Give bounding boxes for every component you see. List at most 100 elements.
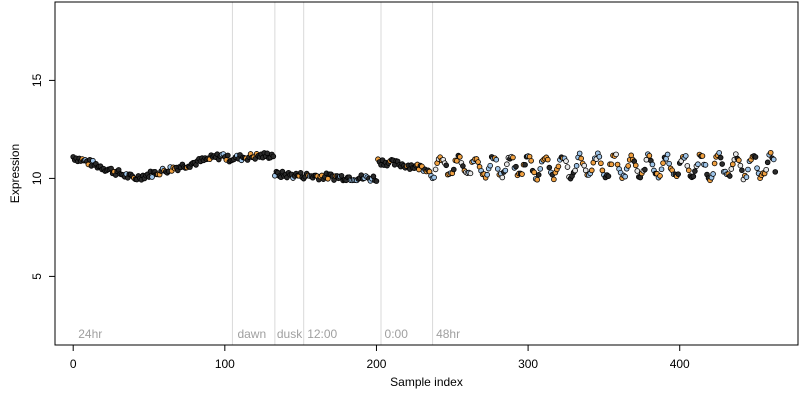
y-axis-label: Expression — [8, 144, 22, 203]
x-tick-label: 100 — [215, 357, 235, 371]
data-point — [582, 167, 589, 174]
data-point — [729, 161, 736, 168]
data-point — [564, 164, 571, 170]
data-point — [690, 173, 697, 180]
data-point — [764, 159, 771, 166]
data-point — [457, 154, 463, 160]
x-axis: 0 100 200 300 400 — [70, 345, 690, 371]
data-point — [487, 162, 493, 169]
data-point — [763, 166, 769, 173]
data-point — [499, 174, 506, 181]
data-point — [634, 168, 641, 174]
data-point — [546, 164, 553, 171]
data-point — [605, 173, 612, 179]
segment-label: 0:00 — [385, 327, 409, 341]
data-point — [745, 166, 751, 173]
data-point — [660, 160, 666, 166]
data-point — [325, 176, 331, 182]
data-point — [599, 167, 606, 174]
data-point — [528, 158, 534, 164]
data-point — [692, 168, 698, 174]
data-point — [699, 153, 706, 159]
data-point — [545, 156, 551, 163]
data-point — [658, 166, 665, 173]
data-point — [513, 163, 519, 170]
data-point — [373, 178, 380, 184]
data-point — [572, 167, 578, 174]
data-point — [728, 166, 735, 172]
data-point — [432, 166, 439, 173]
data-point — [588, 167, 595, 174]
y-tick-label: 15 — [30, 73, 44, 87]
data-point — [739, 167, 745, 174]
data-point — [642, 166, 648, 173]
data-point — [675, 171, 682, 177]
data-point — [736, 157, 742, 164]
data-point — [682, 153, 689, 159]
data-point — [555, 163, 562, 170]
data-point — [264, 150, 271, 157]
data-point — [664, 151, 671, 158]
data-point — [702, 162, 709, 168]
data-point — [716, 150, 722, 156]
y-tick-label: 5 — [30, 273, 44, 280]
data-point — [770, 156, 777, 163]
data-point — [535, 172, 542, 178]
data-point — [711, 160, 718, 167]
data-point — [534, 176, 540, 183]
x-tick-label: 0 — [70, 357, 77, 371]
data-point — [581, 162, 587, 169]
data-point — [460, 163, 466, 169]
data-point — [695, 161, 701, 168]
data-point — [719, 161, 725, 167]
segment-label: dawn — [237, 327, 266, 341]
data-point — [737, 162, 744, 169]
data-point — [551, 176, 557, 183]
x-tick-label: 300 — [518, 357, 538, 371]
data-point — [657, 173, 663, 179]
data-point — [270, 153, 277, 160]
data-point — [608, 161, 615, 168]
data-point — [596, 153, 603, 160]
plot-frame — [54, 1, 799, 346]
data-point — [752, 154, 759, 160]
y-axis: 5 10 15 — [30, 73, 55, 280]
data-point — [743, 174, 750, 180]
data-point — [494, 166, 501, 172]
data-point — [578, 155, 584, 162]
data-point — [563, 158, 569, 164]
data-point — [772, 169, 779, 175]
data-point — [450, 166, 457, 173]
data-point — [576, 150, 583, 157]
segment-label: dusk — [277, 327, 303, 341]
data-point — [537, 166, 544, 172]
data-point — [522, 161, 528, 168]
data-point — [767, 149, 774, 156]
data-point — [686, 167, 692, 174]
data-point — [443, 162, 450, 169]
data-point — [475, 159, 481, 165]
data-point — [510, 154, 516, 161]
data-point — [649, 161, 656, 168]
data-point — [717, 154, 724, 161]
data-point — [622, 173, 628, 180]
data-point — [531, 169, 537, 176]
x-tick-label: 200 — [366, 357, 386, 371]
segment-label: 48hr — [436, 327, 460, 341]
data-point — [710, 171, 716, 177]
data-point — [519, 171, 525, 177]
data-point — [598, 160, 604, 167]
data-point — [573, 163, 580, 169]
data-point — [467, 170, 474, 177]
data-point — [149, 174, 155, 180]
data-point — [646, 152, 653, 159]
data-point — [502, 167, 509, 174]
data-point — [726, 173, 733, 179]
segment-label: 12:00 — [307, 327, 337, 341]
data-point — [613, 151, 619, 158]
segment-labels: 24hr dawn dusk 12:00 0:00 48hr — [78, 327, 460, 341]
data-point — [225, 152, 231, 159]
data-point — [625, 163, 631, 169]
segment-label: 24hr — [78, 327, 102, 341]
